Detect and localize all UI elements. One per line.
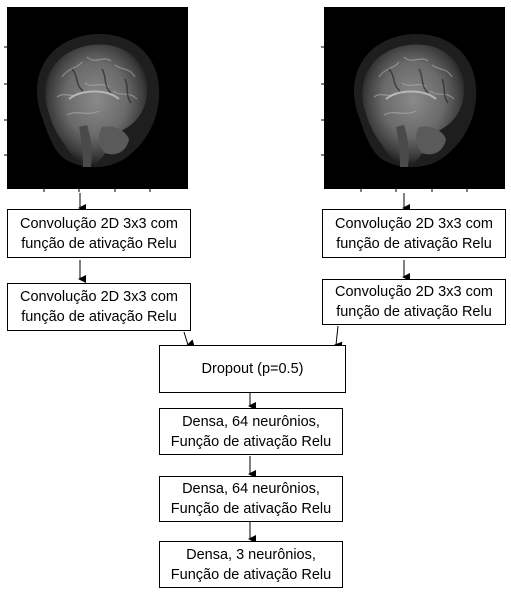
right-conv2-label: Convolução 2D 3x3 com função de ativação…: [335, 284, 493, 320]
dense3-label: Densa, 3 neurônios, Função de ativação R…: [170, 546, 332, 583]
left-conv1-label: Convolução 2D 3x3 com função de ativação…: [20, 215, 178, 252]
arrow-right-conv2-to-dropout: [334, 325, 343, 350]
right-mri-image: [324, 7, 505, 189]
arrow-left-conv2-to-dropout: [183, 331, 195, 348]
left-conv2-label: Convolução 2D 3x3 com função de ativação…: [20, 289, 178, 325]
left-mri-image: [7, 7, 188, 189]
left-conv1-box: Convolução 2D 3x3 com função de ativação…: [7, 209, 191, 258]
dense1-label: Densa, 64 neurônios, Função de ativação …: [170, 413, 332, 450]
left-image-ticks: [4, 46, 151, 192]
right-conv2-box: Convolução 2D 3x3 com função de ativação…: [322, 279, 506, 325]
dropout-box: Dropout (p=0.5): [159, 345, 346, 393]
dense3-box: Densa, 3 neurônios, Função de ativação R…: [159, 541, 343, 588]
right-conv1-box: Convolução 2D 3x3 com função de ativação…: [322, 209, 506, 258]
left-conv2-box: Convolução 2D 3x3 com função de ativação…: [7, 283, 191, 331]
dense1-box: Densa, 64 neurônios, Função de ativação …: [159, 408, 343, 455]
right-conv1-label: Convolução 2D 3x3 com função de ativação…: [335, 215, 493, 252]
mri-brain-sagittal-image: [324, 7, 505, 189]
mri-brain-sagittal-image: [7, 7, 188, 189]
dense2-box: Densa, 64 neurônios, Função de ativação …: [159, 476, 343, 522]
right-image-ticks: [321, 46, 468, 192]
dense2-label: Densa, 64 neurônios, Função de ativação …: [170, 481, 332, 517]
dropout-label: Dropout (p=0.5): [201, 361, 304, 377]
